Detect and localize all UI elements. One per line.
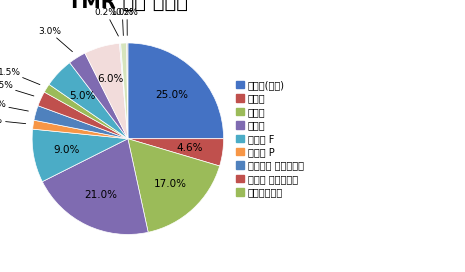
Wedge shape xyxy=(44,84,128,139)
Title: TMR 사료 배합비: TMR 사료 배합비 xyxy=(68,0,188,12)
Wedge shape xyxy=(85,43,128,139)
Text: 2.5%: 2.5% xyxy=(0,82,34,96)
Wedge shape xyxy=(33,120,128,139)
Wedge shape xyxy=(128,139,219,232)
Text: 25.0%: 25.0% xyxy=(155,90,188,100)
Text: 3.0%: 3.0% xyxy=(38,27,73,52)
Text: 1.0%: 1.0% xyxy=(111,8,134,36)
Wedge shape xyxy=(32,129,128,182)
Text: 9.0%: 9.0% xyxy=(53,145,80,155)
Wedge shape xyxy=(120,43,128,139)
Wedge shape xyxy=(128,43,224,139)
Wedge shape xyxy=(128,139,224,166)
Text: 21.0%: 21.0% xyxy=(85,190,118,200)
Wedge shape xyxy=(42,139,148,234)
Wedge shape xyxy=(126,43,128,139)
Wedge shape xyxy=(49,63,128,139)
Text: 1.5%: 1.5% xyxy=(0,116,26,125)
Text: 5.0%: 5.0% xyxy=(70,91,96,101)
Legend: 단백피(국산), 소맥피, 아자박, 파옥쇄, 옥수수 F, 면실피 P, 페레니얼 라이그라스, 에뉴얼 라이그라스, 파인애플쥬스: 단백피(국산), 소맥피, 아자박, 파옥쇄, 옥수수 F, 면실피 P, 페레… xyxy=(233,77,307,200)
Text: 4.6%: 4.6% xyxy=(176,143,203,153)
Text: 0.2%: 0.2% xyxy=(95,8,119,36)
Text: 0.2%: 0.2% xyxy=(116,8,139,35)
Text: 2.5%: 2.5% xyxy=(0,100,28,111)
Wedge shape xyxy=(70,53,128,139)
Text: 6.0%: 6.0% xyxy=(98,74,124,84)
Text: 1.5%: 1.5% xyxy=(0,67,40,85)
Text: 17.0%: 17.0% xyxy=(154,179,186,189)
Wedge shape xyxy=(120,43,128,139)
Wedge shape xyxy=(34,106,128,139)
Wedge shape xyxy=(38,92,128,139)
